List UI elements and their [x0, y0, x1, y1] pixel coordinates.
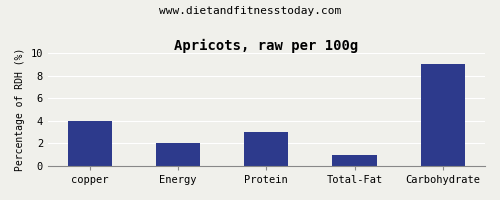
Bar	[244, 132, 288, 166]
Bar	[420, 64, 465, 166]
Text: www.dietandfitnesstoday.com: www.dietandfitnesstoday.com	[159, 6, 341, 16]
Bar	[156, 143, 200, 166]
Bar	[332, 155, 376, 166]
Y-axis label: Percentage of RDH (%): Percentage of RDH (%)	[15, 48, 25, 171]
Title: Apricots, raw per 100g: Apricots, raw per 100g	[174, 39, 358, 53]
Bar	[68, 121, 112, 166]
